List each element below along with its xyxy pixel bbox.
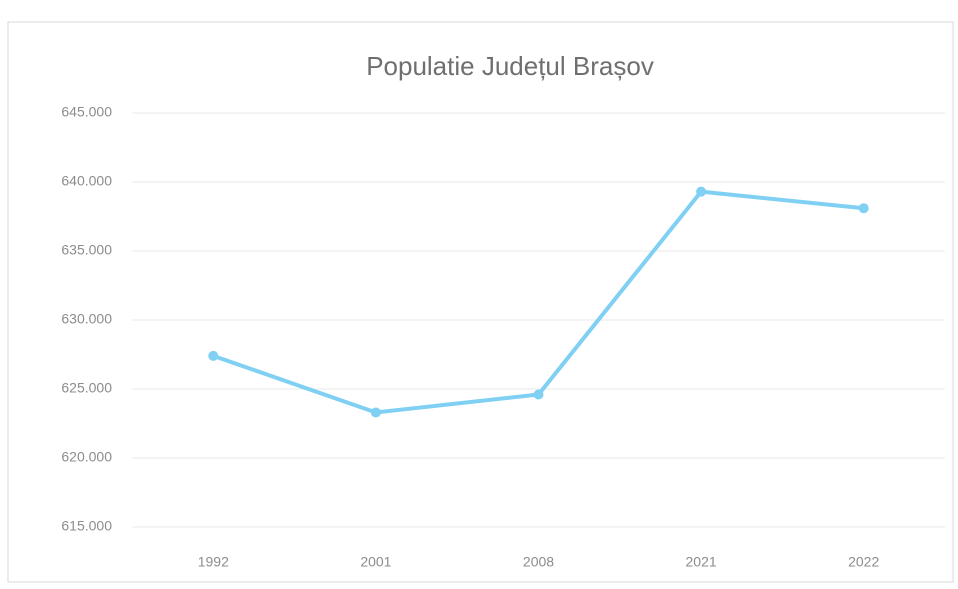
y-tick-label: 635.000: [61, 242, 112, 258]
y-tick-label: 645.000: [61, 104, 112, 120]
data-point: [858, 203, 869, 214]
x-tick-label: 2021: [686, 554, 717, 570]
x-tick-label: 2022: [848, 554, 879, 570]
chart-border: [7, 21, 954, 583]
data-point: [533, 389, 544, 400]
chart-title: Populatie Județul Brașov: [366, 51, 654, 81]
y-tick-label: 615.000: [61, 518, 112, 534]
y-tick-label: 620.000: [61, 449, 112, 465]
x-tick-label: 1992: [198, 554, 229, 570]
data-point: [370, 407, 381, 418]
y-tick-label: 625.000: [61, 380, 112, 396]
x-tick-label: 2008: [523, 554, 554, 570]
x-tick-label: 2001: [360, 554, 391, 570]
data-point: [208, 350, 219, 361]
y-tick-label: 630.000: [61, 311, 112, 327]
data-point: [696, 186, 707, 197]
y-tick-label: 640.000: [61, 173, 112, 189]
